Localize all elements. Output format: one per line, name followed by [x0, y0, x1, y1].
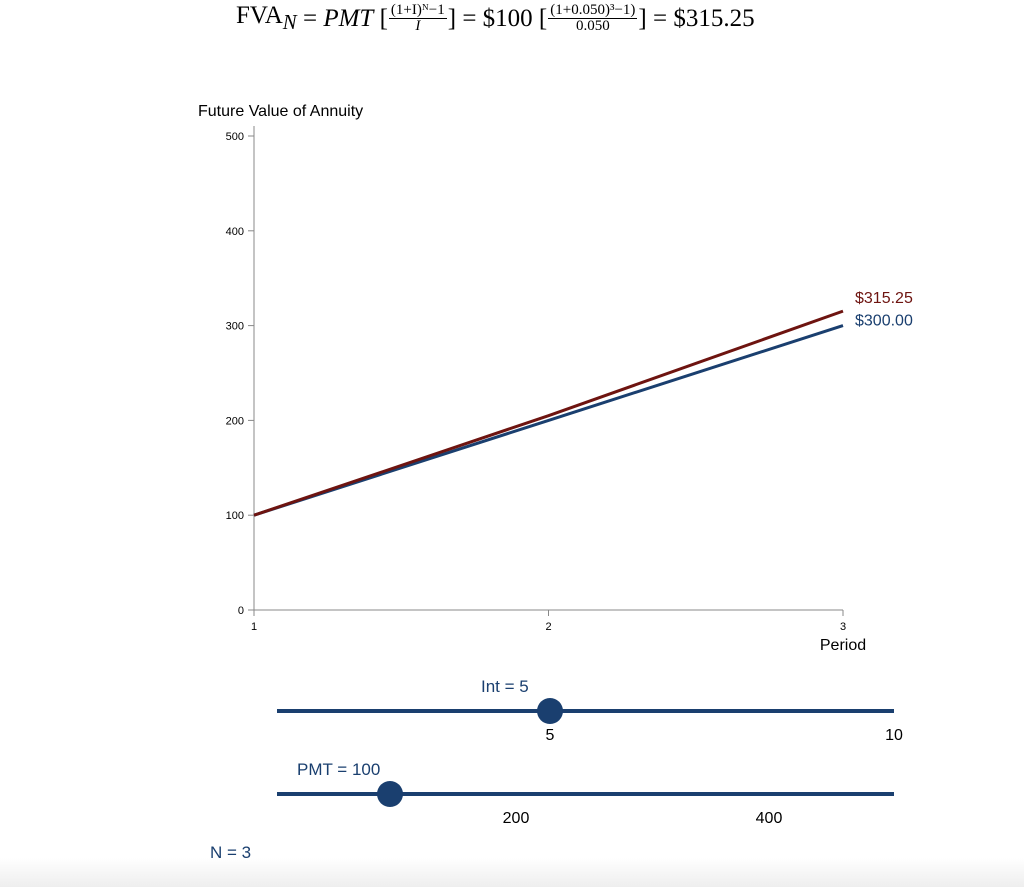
formula-eq: =: [302, 4, 318, 32]
formula-payment: = $100: [462, 4, 533, 32]
end-label-simple: $300.00: [855, 313, 913, 330]
formula-fraction-values: (1+0.050)³−1) 0.050: [548, 2, 638, 34]
formula-lhs: FVAN: [236, 2, 297, 34]
y-tick-label: 100: [226, 510, 244, 522]
y-tick-label: 0: [238, 605, 244, 617]
formula-pmt: PMT: [323, 4, 374, 32]
formula: FVAN = PMT [(1+I)ᴺ−1 I] = $100 [(1+0.050)…: [236, 2, 755, 34]
series-line-fva: [253, 309, 844, 517]
formula-fraction-general: (1+I)ᴺ−1 I: [388, 2, 447, 34]
y-tick-label: 200: [226, 415, 244, 427]
slider-label: PMT = 100: [297, 760, 381, 779]
slider-label: Int = 5: [481, 677, 529, 696]
slider-thumb[interactable]: [537, 698, 563, 724]
y-tick-label: 500: [226, 131, 244, 143]
slider-tick-label: 10: [885, 727, 903, 744]
x-tick-label: 2: [545, 621, 551, 633]
y-axis-title: Future Value of Annuity: [198, 103, 363, 120]
formula-result: = $315.25: [652, 4, 755, 32]
end-label-fva: $315.25: [855, 290, 913, 307]
slider-tick-label: 400: [756, 810, 783, 827]
bottom-fade: [0, 858, 1024, 887]
slider-label: N = 3: [210, 843, 252, 862]
y-tick-label: 300: [226, 321, 244, 333]
x-tick-label: 1: [251, 621, 257, 633]
slider-tick-label: 200: [503, 810, 530, 827]
x-axis-title: Period: [820, 637, 866, 654]
slider-tick-label: 5: [546, 727, 555, 744]
x-tick-label: 3: [840, 621, 846, 633]
slider-thumb[interactable]: [377, 781, 403, 807]
y-tick-label: 400: [226, 226, 244, 238]
